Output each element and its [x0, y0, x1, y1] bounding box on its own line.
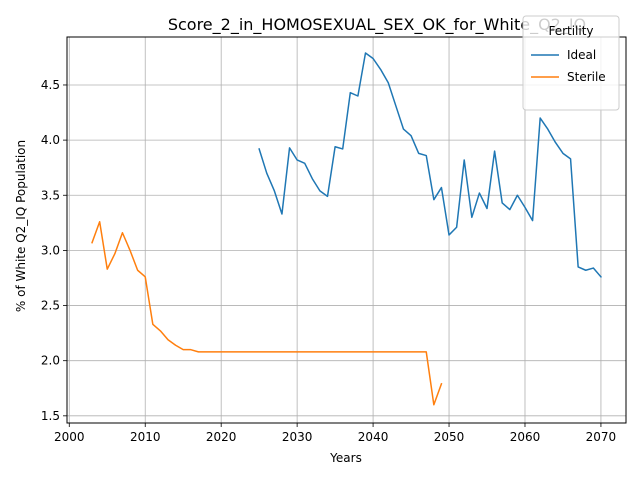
legend: Fertility Ideal Sterile — [522, 15, 620, 111]
x-tick-label: 2040 — [358, 430, 389, 444]
x-tick-label: 2070 — [586, 430, 617, 444]
x-tick-label: 2020 — [206, 430, 237, 444]
series-lines — [91, 52, 602, 406]
x-tick-label: 2060 — [510, 430, 541, 444]
legend-label-sterile: Sterile — [567, 70, 606, 84]
chart-title: Score_2_in_HOMOSEXUAL_SEX_OK_for_White_Q… — [168, 15, 586, 35]
x-tick-label: 2010 — [130, 430, 161, 444]
y-tick-label: 3.5 — [41, 188, 60, 202]
x-axis-label: Years — [329, 451, 362, 465]
x-axis-ticks: 2000 2010 2020 2030 2040 2050 2060 2070 — [54, 423, 616, 444]
x-tick-label: 2030 — [282, 430, 313, 444]
y-tick-label: 4.5 — [41, 78, 60, 92]
plot-frame — [66, 36, 627, 424]
y-tick-label: 4.0 — [41, 133, 60, 147]
series-line-sterile — [91, 220, 443, 406]
legend-title: Fertility — [548, 24, 593, 38]
y-tick-label: 3.0 — [41, 243, 60, 257]
y-tick-label: 2.5 — [41, 299, 60, 313]
series-line-ideal — [258, 52, 602, 278]
legend-label-ideal: Ideal — [567, 48, 596, 62]
y-tick-label: 2.0 — [41, 354, 60, 368]
y-tick-label: 1.5 — [41, 409, 60, 423]
y-axis-label: % of White Q2_IQ Population — [14, 140, 28, 312]
x-tick-label: 2000 — [54, 430, 85, 444]
legend-box — [522, 15, 620, 111]
x-tick-label: 2050 — [434, 430, 465, 444]
y-axis-ticks: 1.5 2.0 2.5 3.0 3.5 4.0 4.5 — [41, 78, 67, 423]
